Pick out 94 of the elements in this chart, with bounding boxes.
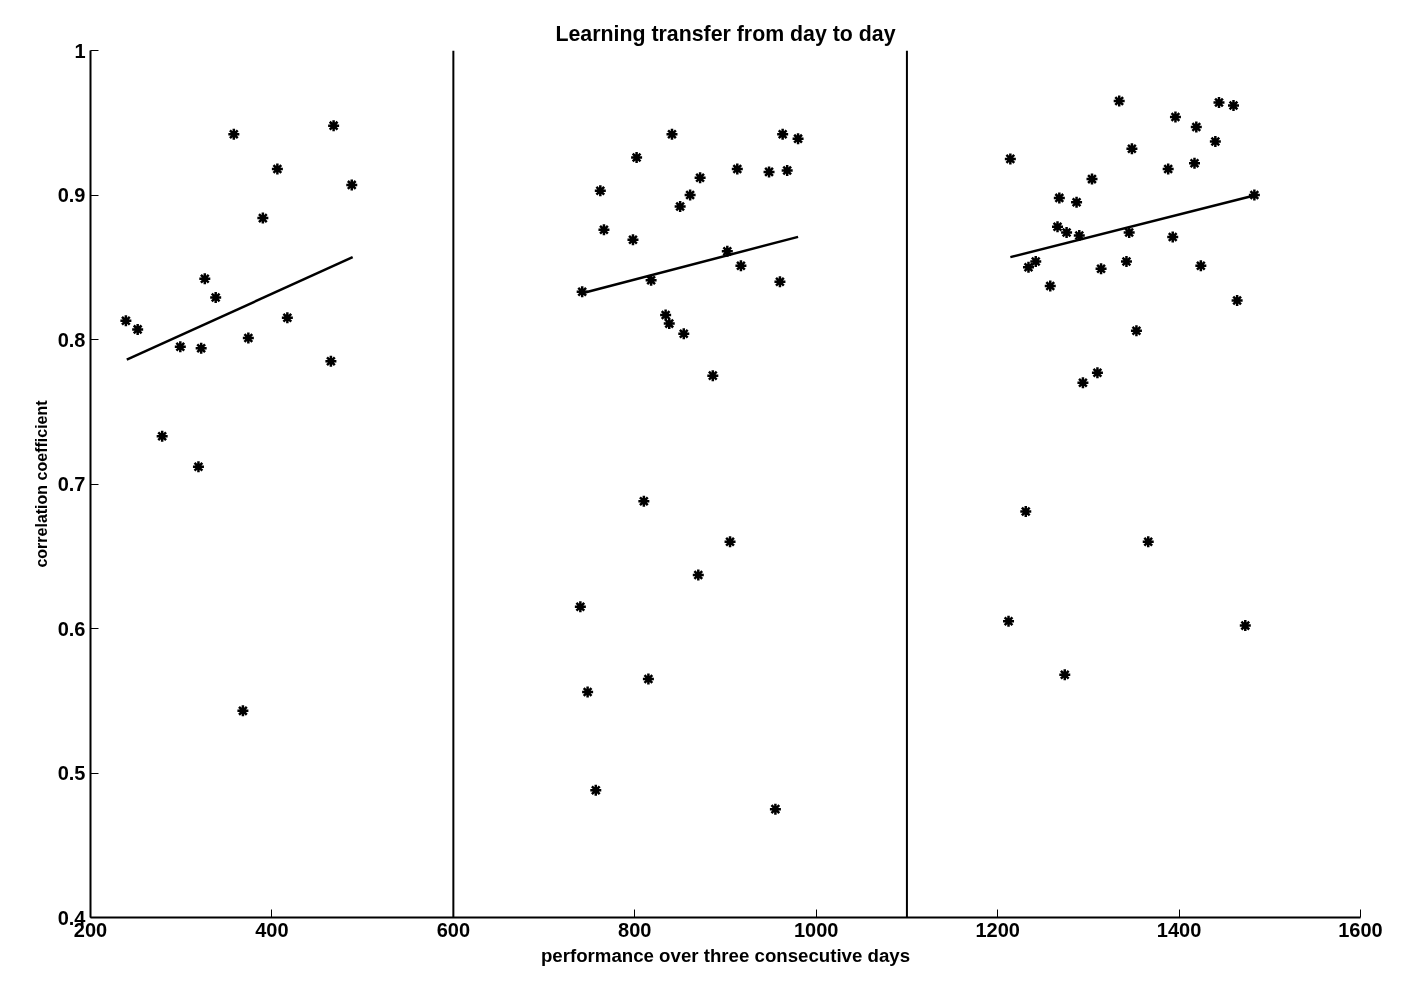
point xyxy=(1122,225,1136,240)
point xyxy=(1141,535,1155,549)
y-tick-label: 0.9 xyxy=(57,184,86,206)
point xyxy=(1019,504,1033,519)
point xyxy=(644,273,658,288)
point xyxy=(1119,254,1134,269)
point xyxy=(1226,98,1241,113)
point xyxy=(693,170,707,185)
point xyxy=(1194,259,1208,273)
point xyxy=(173,339,188,354)
y-tick-label: 0.5 xyxy=(57,762,86,784)
point xyxy=(1028,254,1043,269)
chart-title: Learning transfer from day to day xyxy=(555,21,896,46)
point xyxy=(677,326,691,341)
point xyxy=(198,272,212,286)
point xyxy=(256,211,270,225)
point xyxy=(194,341,208,355)
y-tick-label: 0.7 xyxy=(57,473,86,495)
point xyxy=(1208,134,1223,149)
point xyxy=(1001,614,1016,629)
point xyxy=(1161,162,1175,176)
x-tick-label: 1400 xyxy=(1156,918,1202,941)
x-tick-label: 600 xyxy=(436,918,471,941)
point xyxy=(236,704,250,718)
point xyxy=(691,568,706,582)
point xyxy=(280,311,295,325)
point xyxy=(1187,156,1202,170)
point xyxy=(191,459,206,474)
point xyxy=(723,535,737,549)
x-tick-label: 1000 xyxy=(793,918,839,941)
point xyxy=(706,368,720,383)
point xyxy=(1112,94,1126,108)
point xyxy=(1189,120,1204,134)
point xyxy=(324,354,338,368)
point xyxy=(1212,95,1226,110)
point xyxy=(208,290,223,305)
point xyxy=(1125,142,1139,156)
point xyxy=(1230,293,1244,308)
point xyxy=(227,127,241,142)
point xyxy=(1085,172,1099,186)
point xyxy=(1129,324,1144,338)
point xyxy=(1165,230,1180,244)
point xyxy=(270,162,285,176)
point xyxy=(1021,260,1036,274)
point xyxy=(573,600,588,614)
point xyxy=(1076,376,1090,390)
point xyxy=(155,429,169,444)
point xyxy=(720,244,735,259)
point xyxy=(775,127,790,142)
point xyxy=(791,131,805,146)
point xyxy=(730,162,745,176)
point xyxy=(1168,110,1183,124)
point xyxy=(673,199,687,214)
x-tick-label: 800 xyxy=(618,918,652,941)
point xyxy=(1052,191,1067,205)
point xyxy=(1043,279,1058,293)
y-tick-label: 0.6 xyxy=(57,617,86,640)
point xyxy=(241,331,256,345)
point xyxy=(1090,365,1105,380)
point xyxy=(119,313,133,328)
point xyxy=(658,308,673,322)
point xyxy=(1050,220,1065,234)
x-axis-title: performance over three consecutive days xyxy=(540,944,911,966)
y-axis-title: correlation coefficient xyxy=(32,399,50,568)
point xyxy=(1059,225,1074,240)
y-tick-label: 0.8 xyxy=(57,328,86,351)
point xyxy=(626,233,640,247)
point xyxy=(768,802,783,816)
point xyxy=(762,165,776,179)
point xyxy=(629,150,644,165)
point xyxy=(641,672,656,686)
point xyxy=(683,188,697,202)
point xyxy=(1238,618,1253,633)
point xyxy=(662,316,677,331)
point xyxy=(593,183,608,198)
point xyxy=(1058,667,1072,682)
x-tick-label: 400 xyxy=(255,918,289,941)
point xyxy=(637,494,651,509)
point xyxy=(1003,152,1018,166)
point xyxy=(780,163,794,178)
point xyxy=(589,783,603,798)
point xyxy=(345,178,359,192)
point xyxy=(773,274,787,289)
point xyxy=(734,259,748,273)
point xyxy=(665,127,679,142)
point xyxy=(597,222,611,237)
point xyxy=(326,118,341,133)
point xyxy=(1094,261,1108,276)
point xyxy=(580,685,595,699)
x-tick-label: 1200 xyxy=(975,918,1020,941)
point xyxy=(1069,195,1084,209)
point xyxy=(130,322,145,337)
x-tick-label: 1600 xyxy=(1338,918,1383,941)
y-tick-label: 1 xyxy=(74,39,86,62)
